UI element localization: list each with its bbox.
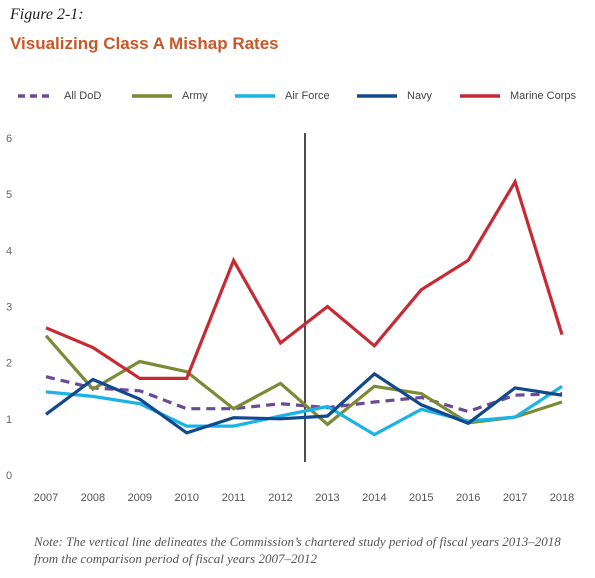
x-tick-label: 2014 xyxy=(362,492,386,504)
figure-label: Figure 2-1: xyxy=(10,6,84,23)
series-line-marine-corps xyxy=(45,177,564,380)
y-tick-label: 1 xyxy=(6,414,12,426)
chart-title: Visualizing Class A Mishap Rates xyxy=(10,34,279,53)
chart-legend: All DoD Army Air Force Navy Marine Corps xyxy=(18,88,593,104)
y-tick-label: 6 xyxy=(6,133,12,145)
legend-label-air-force: Air Force xyxy=(285,90,330,102)
figure-note: Note: The vertical line delineates the C… xyxy=(34,534,561,566)
series-line-navy xyxy=(45,371,563,435)
y-tick-label: 2 xyxy=(6,358,12,370)
series-line-air-force xyxy=(45,384,563,437)
x-tick-label: 2018 xyxy=(550,492,574,504)
x-tick-label: 2017 xyxy=(503,492,527,504)
legend-item-marine-corps: Marine Corps xyxy=(460,88,576,104)
x-tick-label: 2015 xyxy=(409,492,433,504)
legend-label-army: Army xyxy=(182,90,208,102)
line-chart: 0 1 2 3 4 5 6 2007 2008 2009 2010 2011 2012 2013 2014 2… xyxy=(6,133,574,504)
x-tick-label: 2007 xyxy=(34,492,58,504)
x-tick-label: 2016 xyxy=(456,492,480,504)
x-tick-label: 2011 xyxy=(222,492,246,504)
x-tick-label: 2008 xyxy=(81,492,105,504)
legend-item-air-force: Air Force xyxy=(235,88,330,104)
legend-label-all-dod: All DoD xyxy=(64,90,102,102)
legend-swatch-marine-corps xyxy=(460,94,500,98)
x-tick-label: 2013 xyxy=(315,492,339,504)
legend-swatch-navy xyxy=(357,94,397,98)
x-tick-label: 2010 xyxy=(174,492,198,504)
legend-label-marine-corps: Marine Corps xyxy=(510,90,577,102)
legend-item-all-dod: All DoD xyxy=(18,88,101,104)
legend-swatch-army xyxy=(132,94,172,98)
legend-item-army: Army xyxy=(132,88,208,104)
y-tick-label: 3 xyxy=(6,302,12,314)
legend-item-navy: Navy xyxy=(357,88,432,104)
y-tick-label: 4 xyxy=(6,245,12,257)
legend-label-navy: Navy xyxy=(407,90,433,102)
legend-swatch-all-dod xyxy=(18,94,54,98)
y-tick-label: 0 xyxy=(6,470,12,482)
x-tick-label: 2012 xyxy=(268,492,292,504)
series-line-all-dod xyxy=(45,375,563,414)
legend-swatch-air-force xyxy=(235,94,275,98)
y-tick-label: 5 xyxy=(6,189,12,201)
x-tick-label: 2009 xyxy=(128,492,152,504)
